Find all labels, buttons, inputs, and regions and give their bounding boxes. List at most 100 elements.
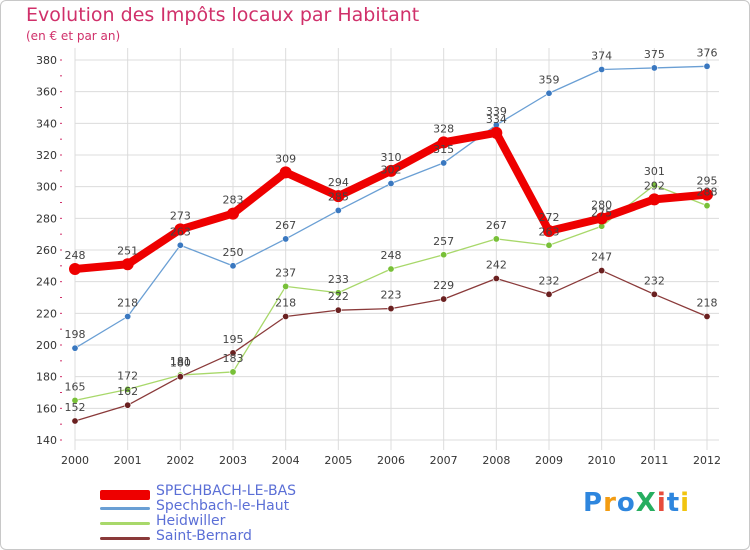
data-point — [282, 282, 290, 290]
data-label: 251 — [117, 244, 138, 257]
data-label: 301 — [644, 165, 665, 178]
data-point — [334, 206, 342, 214]
x-tick-label: 2011 — [640, 454, 668, 467]
x-tick-label: 2000 — [61, 454, 89, 467]
data-label: 248 — [65, 249, 86, 262]
chart-title: Evolution des Impôts locaux par Habitant — [26, 4, 420, 26]
data-label: 374 — [591, 50, 612, 63]
logo-letter: P — [583, 488, 604, 518]
data-label: 152 — [65, 401, 86, 414]
data-label: 310 — [381, 151, 402, 164]
data-label: 359 — [539, 73, 560, 86]
data-point — [545, 241, 553, 249]
x-tick-label: 2008 — [482, 454, 510, 467]
y-tick-label: 320 — [36, 149, 57, 162]
legend-item-spechbach-le-bas[interactable]: SPECHBACH-LE-BAS — [100, 483, 360, 500]
data-label: 285 — [328, 190, 349, 203]
y-tick-label: 240 — [36, 276, 57, 289]
data-label: 162 — [117, 385, 138, 398]
y-tick-label: 160 — [36, 402, 57, 415]
data-label: 273 — [170, 209, 191, 222]
data-point — [229, 368, 237, 376]
x-tick-label: 2010 — [588, 454, 616, 467]
x-tick-label: 2006 — [377, 454, 405, 467]
proxiti-logo: ProXiti — [583, 488, 690, 518]
x-tick-label: 2002 — [166, 454, 194, 467]
y-tick-label: 260 — [36, 244, 57, 257]
data-point — [595, 212, 608, 225]
data-point — [545, 89, 553, 97]
data-label: 181 — [170, 355, 191, 368]
data-point — [174, 223, 187, 236]
legend-item-saint-bernard[interactable]: Saint-Bernard — [100, 528, 360, 545]
data-label: 263 — [170, 225, 191, 238]
data-point — [703, 62, 711, 70]
data-label: 263 — [539, 225, 560, 238]
legend-item-spechbach-le-haut[interactable]: Spechbach-le-Haut — [100, 498, 360, 515]
data-point — [703, 202, 711, 210]
data-label: 180 — [170, 357, 191, 370]
legend-item-heidwiller[interactable]: Heidwiller — [100, 513, 360, 530]
data-point — [543, 225, 555, 237]
data-label: 280 — [591, 198, 612, 211]
x-tick-label: 2003 — [219, 454, 247, 467]
logo-letter: X — [635, 488, 657, 518]
legend-label: Heidwiller — [156, 513, 226, 529]
legend-label: SPECHBACH-LE-BAS — [156, 483, 297, 499]
data-point — [387, 180, 395, 188]
x-tick-label: 2005 — [324, 454, 352, 467]
y-tick-label: 280 — [36, 212, 57, 225]
legend-swatch — [100, 507, 150, 510]
legend-label: Spechbach-le-Haut — [156, 498, 290, 514]
data-point — [227, 207, 239, 220]
data-label: 232 — [644, 274, 665, 287]
data-label: 248 — [381, 249, 402, 262]
data-point — [598, 267, 606, 275]
data-label: 229 — [433, 279, 454, 292]
data-label: 283 — [223, 194, 244, 207]
x-tick-label: 2012 — [693, 454, 721, 467]
data-point — [334, 306, 342, 314]
data-point — [703, 312, 711, 320]
data-point — [490, 126, 503, 139]
data-label: 309 — [275, 152, 296, 165]
data-point — [650, 290, 658, 298]
data-label: 292 — [644, 179, 665, 192]
data-point — [334, 289, 342, 297]
y-tick-label: 380 — [36, 54, 57, 67]
data-point — [598, 66, 606, 74]
data-label: 183 — [223, 352, 244, 365]
data-label: 218 — [697, 297, 718, 310]
data-label: 165 — [65, 380, 86, 393]
data-point — [71, 417, 79, 425]
data-label: 222 — [328, 290, 349, 303]
data-label: 250 — [223, 246, 244, 259]
data-label: 339 — [486, 105, 507, 118]
data-label: 375 — [644, 48, 665, 61]
data-point — [440, 159, 448, 167]
data-point — [229, 349, 237, 357]
data-point — [385, 164, 397, 177]
data-label: 376 — [697, 46, 718, 59]
data-point — [332, 190, 345, 203]
data-label: 198 — [65, 328, 86, 341]
logo-letter: i — [680, 488, 691, 518]
data-label: 334 — [486, 113, 507, 126]
chart-subtitle: (en € et par an) — [26, 29, 121, 43]
data-point — [387, 305, 395, 313]
data-label: 315 — [433, 143, 454, 156]
data-label: 257 — [433, 235, 454, 248]
data-point — [440, 295, 448, 303]
data-label: 302 — [381, 164, 402, 177]
data-label: 223 — [381, 289, 402, 302]
data-point — [545, 290, 553, 298]
data-point — [282, 312, 290, 320]
data-point — [492, 235, 500, 243]
data-point — [229, 262, 237, 270]
data-point — [648, 193, 661, 206]
data-point — [176, 373, 184, 381]
data-point — [69, 263, 81, 275]
data-label: 272 — [539, 211, 560, 224]
data-point — [440, 251, 448, 259]
